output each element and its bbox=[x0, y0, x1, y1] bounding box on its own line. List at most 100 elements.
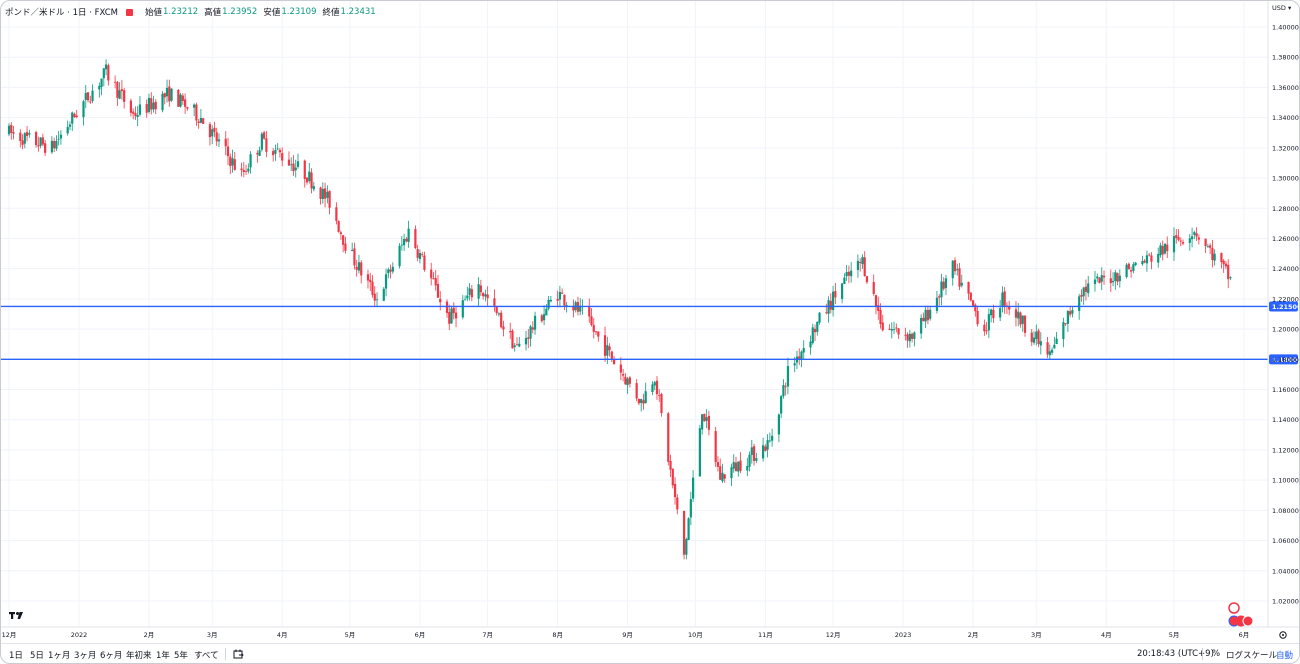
range-6m[interactable]: 6ヶ月 bbox=[100, 651, 123, 661]
candle-body bbox=[660, 394, 663, 414]
range-1d[interactable]: 1日 bbox=[9, 651, 23, 661]
candle-body bbox=[231, 158, 234, 166]
candle-body bbox=[622, 374, 625, 376]
candle-body bbox=[391, 266, 394, 272]
candle-body bbox=[337, 220, 340, 232]
gear-icon[interactable] bbox=[1279, 631, 1287, 639]
candle-body bbox=[1102, 275, 1106, 278]
candle-body bbox=[290, 164, 293, 166]
log-scale-toggle[interactable]: ログスケール bbox=[1226, 651, 1278, 661]
candle-body bbox=[829, 300, 832, 310]
candles bbox=[7, 59, 1232, 560]
time-axis[interactable]: 12月 2022 2月 3月 4月 5月 6月 7月 8月 9月 10月 11月 12月 2023 2月 3月… bbox=[2, 631, 1250, 639]
candle-body bbox=[920, 317, 923, 334]
candle-body bbox=[226, 146, 230, 157]
range-5d[interactable]: 5日 bbox=[30, 651, 44, 661]
time-tick-label: 7月 bbox=[482, 631, 493, 639]
candle-body bbox=[592, 325, 595, 332]
candle-body bbox=[1127, 263, 1130, 270]
candle-body bbox=[321, 188, 324, 200]
range-1m[interactable]: 1ヶ月 bbox=[48, 651, 71, 661]
horizontal-line-price-tag bbox=[1269, 301, 1298, 312]
candle-body bbox=[983, 324, 986, 332]
candle-body bbox=[1055, 338, 1058, 345]
candle-body bbox=[547, 299, 550, 309]
symbol-title[interactable]: ポンド／米ドル · 1日 · FXCM bbox=[5, 8, 118, 18]
candle-body bbox=[57, 138, 60, 140]
candle-body bbox=[116, 81, 119, 98]
candle-body bbox=[1098, 277, 1101, 284]
market-status-icon[interactable] bbox=[125, 8, 133, 16]
clock[interactable]: 20:18:43 (UTC+9) bbox=[1137, 649, 1214, 659]
candle-body bbox=[542, 314, 546, 321]
price-axis[interactable]: 1.40000 1.38000 1.36000 1.34000 1.32000 1.300… bbox=[1272, 24, 1299, 606]
range-all[interactable]: すべて bbox=[194, 651, 219, 661]
candle-body bbox=[626, 378, 629, 386]
candle-body bbox=[10, 125, 13, 133]
open-value: 1.23212 bbox=[163, 7, 199, 17]
candle-body bbox=[974, 304, 977, 312]
candle-body bbox=[802, 348, 805, 353]
candle-body bbox=[800, 351, 803, 360]
candle-body bbox=[344, 243, 347, 251]
low-value: 1.23109 bbox=[281, 7, 317, 17]
open-label: 始値 bbox=[144, 8, 162, 18]
range-5y[interactable]: 5年 bbox=[174, 651, 188, 661]
candle-body bbox=[953, 260, 957, 272]
candle-body bbox=[653, 382, 656, 386]
range-1y[interactable]: 1年 bbox=[156, 651, 170, 661]
candle-body bbox=[847, 271, 850, 276]
candle-body bbox=[682, 510, 686, 555]
candle-body bbox=[1062, 322, 1065, 340]
candle-body bbox=[834, 291, 837, 298]
candle-body bbox=[272, 151, 275, 156]
candle-body bbox=[1132, 264, 1135, 271]
candle-body bbox=[813, 328, 817, 333]
range-3m[interactable]: 3ヶ月 bbox=[74, 651, 97, 661]
candle-body bbox=[59, 134, 63, 139]
candle-body bbox=[34, 132, 38, 146]
candle-body bbox=[217, 139, 221, 142]
candle-body bbox=[303, 160, 306, 180]
candle-body bbox=[292, 163, 295, 172]
price-tick-label: 1.20000 bbox=[1272, 326, 1299, 334]
percent-toggle[interactable]: % bbox=[1212, 649, 1221, 659]
candle-body bbox=[1078, 296, 1081, 312]
candle-body bbox=[323, 188, 327, 199]
goto-date-icon[interactable] bbox=[233, 649, 244, 659]
candle-body bbox=[951, 260, 954, 279]
tv-logo-icon[interactable] bbox=[9, 612, 23, 619]
candle-body bbox=[482, 292, 485, 297]
candle-body bbox=[37, 145, 40, 147]
price-tick-label: 1.12000 bbox=[1272, 446, 1299, 454]
candle-body bbox=[136, 115, 139, 117]
price-chart[interactable]: 1.21500 1.18000 1.40000 1.38000 1.36000 1.34… bbox=[1, 1, 1299, 643]
candle-body bbox=[28, 133, 31, 135]
candle-body bbox=[134, 112, 137, 117]
candle-body bbox=[768, 440, 771, 442]
candle-body bbox=[1224, 263, 1228, 267]
time-tick-label: 10月 bbox=[688, 631, 703, 639]
candle-body bbox=[75, 115, 78, 118]
horizontal-lines[interactable]: 1.21500 1.18000 bbox=[1, 301, 1299, 365]
candle-body bbox=[186, 107, 189, 109]
candle-body bbox=[274, 149, 277, 154]
candle-body bbox=[1125, 264, 1128, 278]
symbol-legend: ポンド／米ドル · 1日 · FXCM 始値 1.23212 高値 1.23952 … bbox=[5, 5, 382, 19]
events-icon[interactable] bbox=[1228, 602, 1254, 627]
candle-body bbox=[1100, 275, 1103, 282]
candle-body bbox=[938, 296, 941, 298]
candle-body bbox=[168, 86, 171, 102]
candle-body bbox=[904, 334, 907, 336]
candle-body bbox=[906, 334, 909, 341]
candle-body bbox=[208, 124, 212, 138]
candle-body bbox=[1109, 278, 1112, 284]
range-ytd[interactable]: 年初来 bbox=[126, 651, 152, 661]
candle-body bbox=[500, 312, 503, 328]
candle-body bbox=[495, 306, 498, 314]
candle-body bbox=[940, 281, 943, 298]
auto-scale-toggle[interactable]: 自動 bbox=[1276, 651, 1294, 661]
price-tick-label: 1.32000 bbox=[1272, 144, 1299, 152]
candle-body bbox=[439, 298, 442, 303]
candle-body bbox=[942, 281, 945, 289]
